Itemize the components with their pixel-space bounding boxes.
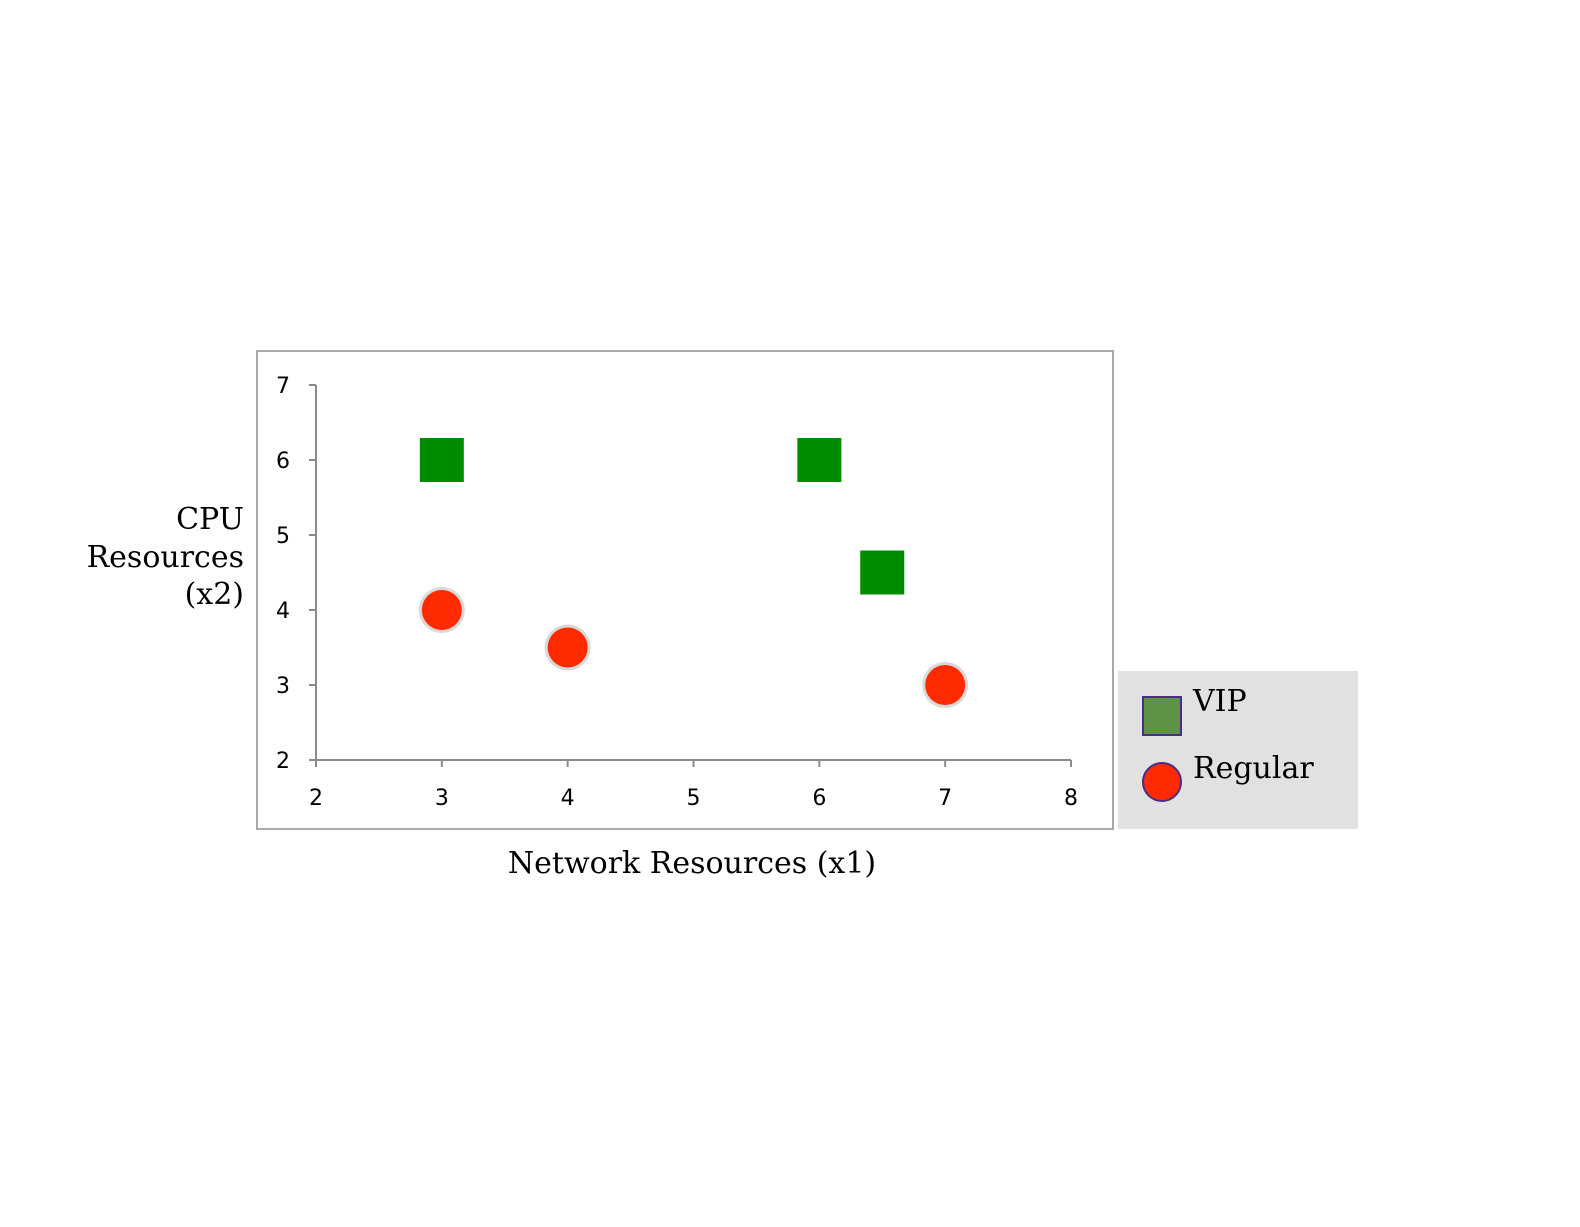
x-tick-label: 3: [435, 786, 449, 811]
regular-point: [547, 627, 588, 668]
plot-area: 2 3 4 5 6 7 8 2 3 4 5 6 7: [276, 374, 1078, 811]
legend-vip-swatch: [1142, 696, 1182, 736]
chart-frame: [256, 350, 1114, 830]
x-axis-title: Network Resources (x1): [508, 846, 876, 881]
legend: VIP Regular: [1118, 671, 1358, 829]
y-tick-label: 3: [276, 674, 290, 699]
vip-point: [419, 438, 464, 482]
y-tick-label: 5: [276, 524, 290, 549]
y-tick-label: 7: [276, 374, 290, 399]
y-axis-title-line-2: Resources: [87, 540, 244, 575]
vip-point: [860, 550, 905, 595]
regular-point: [925, 665, 966, 705]
legend-regular-swatch: [1142, 762, 1182, 802]
y-tick-label: 2: [276, 749, 290, 774]
legend-vip-label: VIP: [1192, 684, 1247, 719]
data-points: [418, 438, 969, 708]
y-tick-label: 6: [276, 449, 290, 474]
vip-point: [797, 438, 842, 482]
x-tick-label: 2: [309, 786, 323, 811]
legend-regular-label: Regular: [1193, 751, 1314, 786]
x-tick-label: 8: [1064, 786, 1078, 811]
y-tick-label: 4: [276, 599, 290, 624]
y-axis-title-line-1: CPU: [176, 502, 244, 537]
x-tick-label: 7: [938, 786, 952, 811]
x-tick-label: 5: [687, 786, 701, 811]
y-ticks: 2 3 4 5 6 7: [276, 374, 316, 774]
y-axis-title: CPU Resources (x2): [87, 502, 244, 612]
x-tick-label: 4: [561, 786, 575, 811]
regular-point: [421, 590, 462, 630]
x-tick-label: 6: [812, 786, 826, 811]
y-axis-title-line-3: (x2): [185, 577, 244, 612]
x-ticks: 2 3 4 5 6 7 8: [309, 760, 1078, 811]
